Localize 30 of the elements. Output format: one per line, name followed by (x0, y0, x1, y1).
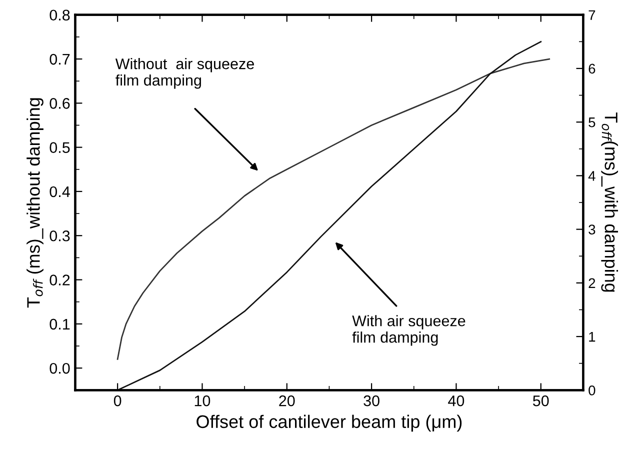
y-tick-label: 0.1 (50, 318, 70, 330)
y2-tick-label: 7 (588, 10, 596, 20)
line-series (116, 58, 550, 360)
y2-tick-label: 5 (588, 118, 596, 128)
x-tick-label: 40 (448, 395, 464, 406)
y-axis-title: T$_{off}$ (ms)_without damping (26, 98, 44, 308)
x-tick-label: 20 (279, 395, 295, 406)
y-tick-label: 0.0 (50, 362, 70, 374)
x-tick-label: 50 (532, 395, 549, 406)
x-tick-label: 0 (114, 395, 122, 406)
y2-tick-label: 4 (588, 171, 596, 181)
y2-tick-label: 1 (589, 332, 596, 342)
y2-tick-label: 0 (588, 385, 596, 396)
annotation: With air squeeze film damping (352, 315, 466, 346)
y-tick-label: 0.3 (50, 230, 70, 242)
x-tick-label: 30 (364, 395, 380, 406)
y2-tick-label: 2 (588, 278, 596, 288)
y-tick-label: 0.8 (50, 10, 70, 21)
y2-axis-title: T$_{off}$(ms)_with damping (601, 112, 618, 292)
y-tick-label: 0.4 (50, 186, 70, 198)
y-tick-label: 0.2 (50, 274, 70, 286)
y-tick-label: 0.7 (50, 54, 70, 65)
y-tick-label: 0.6 (50, 98, 70, 109)
y-tick-label: 0.5 (50, 142, 70, 153)
annotation: Without air squeeze film damping (115, 58, 254, 89)
line-series (116, 40, 542, 390)
y2-tick-label: 6 (588, 64, 596, 74)
y2-tick-label: 3 (588, 224, 596, 234)
x-tick-label: 10 (194, 395, 210, 406)
x-axis-title: Offset of cantilever beam tip (μm) (196, 414, 462, 432)
